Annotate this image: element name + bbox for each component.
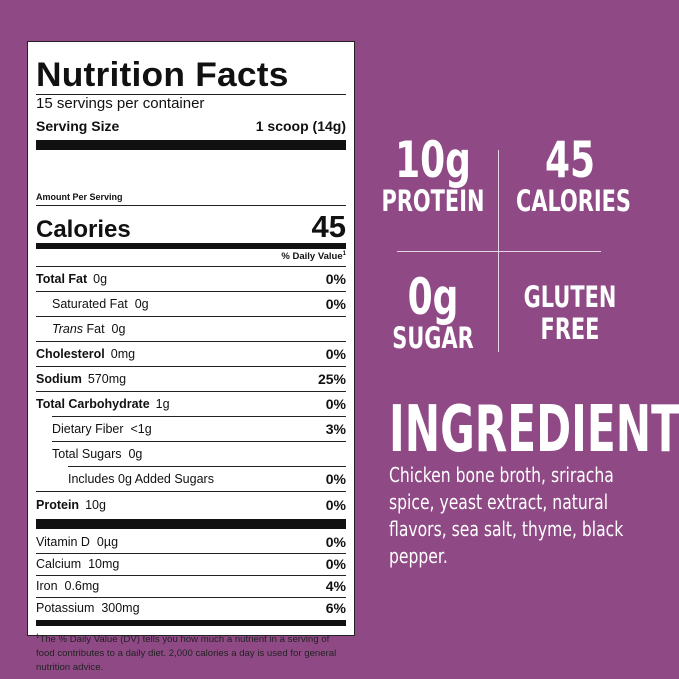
stat-calories: 45 CALORIES [495,135,645,217]
divider [68,466,346,467]
stat-sugar: 0g SUGAR [358,272,508,354]
vitamin-row: Iron 0.6mg 4% [36,578,346,594]
stat-value: 45 [544,131,596,189]
nutrient-row: Total Carbohydrate 1g 0% [36,395,346,412]
grid-horizontal-divider [397,251,601,252]
ingredients-title: INGREDIENTS [389,393,679,467]
nutrient-row: Trans Fat 0g [52,321,126,336]
daily-value-header: % Daily Value1 [281,251,346,263]
thick-divider [36,519,346,529]
nutrient-row: Total Fat 0g 0% [36,270,346,287]
nutrient-row: Total Sugars 0g [52,446,143,461]
thick-divider [36,620,346,626]
divider [36,553,346,554]
vitamin-row: Vitamin D 0µg 0% [36,534,346,550]
serving-size-value: 1 scoop (14g) [255,118,346,134]
divider [52,416,346,417]
vitamin-row: Calcium 10mg 0% [36,556,346,572]
divider [36,366,346,367]
nutrient-row: Dietary Fiber <1g 3% [52,420,346,437]
serving-size-label: Serving Size [36,118,120,134]
divider [36,341,346,342]
thick-divider [36,140,346,150]
divider [36,575,346,576]
nutrient-row: Protein 10g 0% [36,496,346,513]
nutrient-row: Sodium 570mg 25% [36,370,346,387]
divider [36,491,346,492]
servings-per-container: 15 servings per container [36,95,205,112]
divider [36,94,346,95]
vitamin-row: Potassium 300mg 6% [36,600,346,616]
divider [52,441,346,442]
calories-value: 45 [311,209,346,244]
stat-value: GLUTEN [523,280,617,314]
calories-row: Calories 45 [36,209,346,245]
nutrient-row: Includes 0g Added Sugars 0% [68,470,346,487]
divider [36,205,346,206]
nutrient-row: Cholesterol 0mg 0% [36,345,346,362]
stat-protein: 10g PROTEIN [358,135,508,217]
ingredients-text: Chicken bone broth, sriracha spice, yeas… [389,463,624,568]
nutrient-row: Saturated Fat 0g 0% [52,295,346,312]
footnote: 1The % Daily Value (DV) tells you how mu… [36,634,337,674]
stat-value: 10g [395,131,471,189]
stat-gluten-free: GLUTEN FREE [495,281,645,345]
divider [36,266,346,267]
stat-label: SUGAR [392,321,474,355]
serving-size-row: Serving Size 1 scoop (14g) [36,118,346,134]
amount-per-serving: Amount Per Serving [36,192,123,202]
stat-label: PROTEIN [381,184,485,218]
divider [36,597,346,598]
stat-label: CALORIES [516,184,631,218]
stat-label: FREE [540,312,600,346]
divider [36,391,346,392]
thick-divider [36,243,346,249]
nutrition-facts-title: Nutrition Facts [36,56,289,94]
divider [36,316,346,317]
calories-label: Calories [36,216,131,243]
divider [36,291,346,292]
stat-value: 0g [407,268,459,326]
nutrition-facts-label: Nutrition Facts 15 servings per containe… [27,41,355,673]
